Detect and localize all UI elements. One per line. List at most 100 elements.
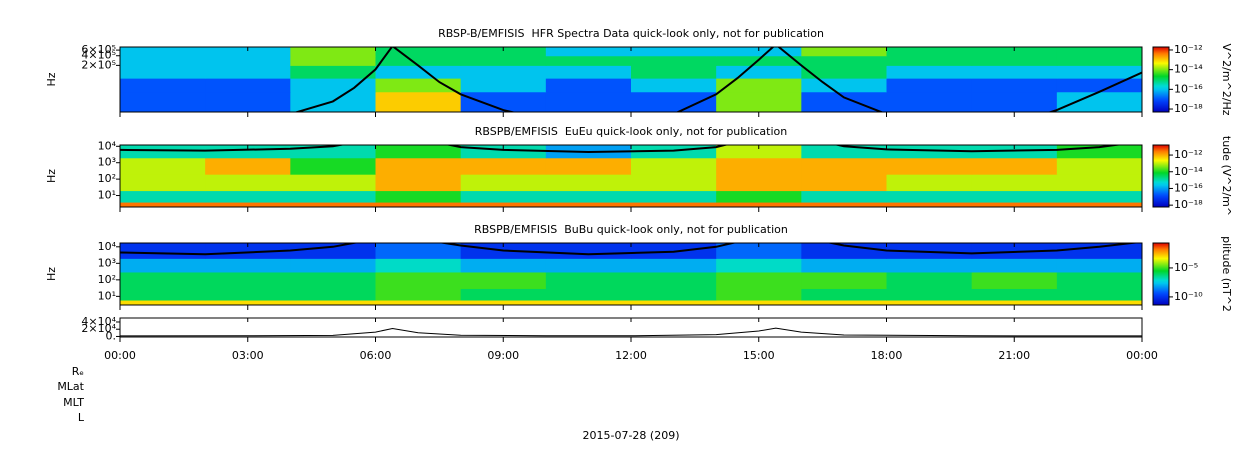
heatmap-cell (290, 190, 376, 203)
heatmap-cell (886, 157, 973, 175)
heatmap-cell (716, 47, 802, 57)
heatmap-cell (801, 202, 887, 207)
heatmap-cell (460, 288, 547, 301)
y-axis-label: Hz (45, 72, 58, 86)
heatmap-cell (716, 65, 802, 79)
heatmap-cell (375, 47, 462, 57)
heatmap-cell (375, 157, 462, 175)
heatmap-cell (290, 300, 376, 305)
heatmap-cell (631, 55, 717, 66)
heatmap-cell (886, 202, 973, 207)
heatmap-cell (716, 91, 802, 112)
heatmap-cell (631, 174, 717, 192)
heatmap-cell (460, 271, 547, 289)
heatmap-cell (801, 55, 887, 66)
y-tick-label: 6×10⁵ (81, 43, 116, 56)
heatmap-cell (716, 157, 802, 175)
heatmap-cell (205, 202, 291, 207)
heatmap-cell (460, 78, 547, 93)
heatmap-cell (1056, 65, 1142, 79)
plot-area (120, 327, 1142, 337)
colorbar-tick-label: 10⁻¹⁶ (1174, 82, 1203, 95)
heatmap-cell (375, 78, 462, 93)
heatmap-cell (716, 190, 802, 203)
heatmap-cell (545, 243, 632, 259)
heatmap-cell (801, 190, 887, 203)
heatmap-cell (120, 300, 206, 305)
heatmap-cell (290, 55, 376, 66)
colorbar-label: V^2/m^2/Hz (1220, 43, 1233, 115)
heatmap-cell (801, 78, 887, 93)
heatmap-cell (971, 202, 1058, 207)
heatmap-cell (716, 300, 802, 305)
y-tick-label: 10³ (98, 156, 116, 169)
heatmap-cell (460, 202, 547, 207)
heatmap-cell (375, 65, 462, 79)
heatmap-cell (375, 174, 462, 192)
heatmap-cell (1056, 47, 1142, 57)
cyclotron-curve (120, 145, 1123, 154)
heatmap-cell (545, 288, 632, 301)
colorbar-tick-label: 10⁻¹² (1174, 148, 1203, 161)
colorbar-tick-label: 10⁻¹⁴ (1174, 63, 1203, 76)
heatmap-cell (886, 174, 973, 192)
row-label: L (78, 411, 85, 424)
heatmap-cell (545, 91, 632, 112)
heatmap-cell (120, 190, 206, 203)
heatmap-cell (886, 145, 973, 159)
heatmap-cell (205, 78, 291, 93)
heatmap-cell (631, 190, 717, 203)
heatmap-cell (120, 145, 206, 159)
heatmap-cell (290, 271, 376, 289)
heatmap-cell (631, 157, 717, 175)
line-series (120, 327, 1142, 337)
heatmap-cell (801, 65, 887, 79)
heatmap-cell (120, 202, 206, 207)
heatmap-cell (631, 202, 717, 207)
x-tick-label: 00:00 (1126, 349, 1158, 362)
heatmap-cell (120, 91, 206, 112)
heatmap-cell (205, 300, 291, 305)
heatmap-cell (120, 55, 206, 66)
panel-frame (119, 242, 1143, 306)
x-tick-label: 03:00 (232, 349, 264, 362)
heatmap-cell (886, 288, 973, 301)
heatmap-cell (375, 243, 462, 259)
heatmap-cell (886, 91, 973, 112)
plot-area (120, 243, 1142, 305)
heatmap-cell (205, 157, 291, 175)
heatmap-cell (1056, 258, 1142, 273)
heatmap-cell (801, 174, 887, 192)
row-label: MLT (63, 396, 84, 409)
panel-frame (119, 46, 1143, 113)
heatmap-cell (886, 190, 973, 203)
colorbar-tick-label: 10⁻¹⁸ (1174, 198, 1203, 211)
colorbar-tick-label: 10⁻¹⁸ (1174, 102, 1203, 115)
heatmap-cell (460, 157, 547, 175)
heatmap-cell (631, 47, 717, 57)
plot-area (120, 145, 1142, 207)
x-tick-label: 18:00 (871, 349, 903, 362)
heatmap-cell (290, 202, 376, 207)
heatmap-cell (460, 91, 547, 112)
heatmap-cell (631, 65, 717, 79)
heatmap-cell (545, 271, 632, 289)
heatmap-cell (460, 258, 547, 273)
heatmap-cell (971, 243, 1058, 259)
panel-frame (119, 317, 1143, 338)
y-tick-label: 2×10⁵ (81, 58, 116, 71)
heatmap-cell (545, 190, 632, 203)
heatmap-cell (801, 258, 887, 273)
heatmap-cell (120, 65, 206, 79)
heatmap-cell (545, 202, 632, 207)
heatmap-cell (971, 78, 1058, 93)
y-tick-label: 10⁴ (98, 240, 117, 253)
panel-title: RBSPB/EMFISIS BuBu quick-look only, not … (474, 223, 788, 236)
heatmap-cell (375, 145, 462, 159)
heatmap-cell (1056, 288, 1142, 301)
heatmap-cell (971, 258, 1058, 273)
heatmap-cell (205, 288, 291, 301)
heatmap-cell (460, 300, 547, 305)
heatmap-cell (971, 145, 1058, 159)
